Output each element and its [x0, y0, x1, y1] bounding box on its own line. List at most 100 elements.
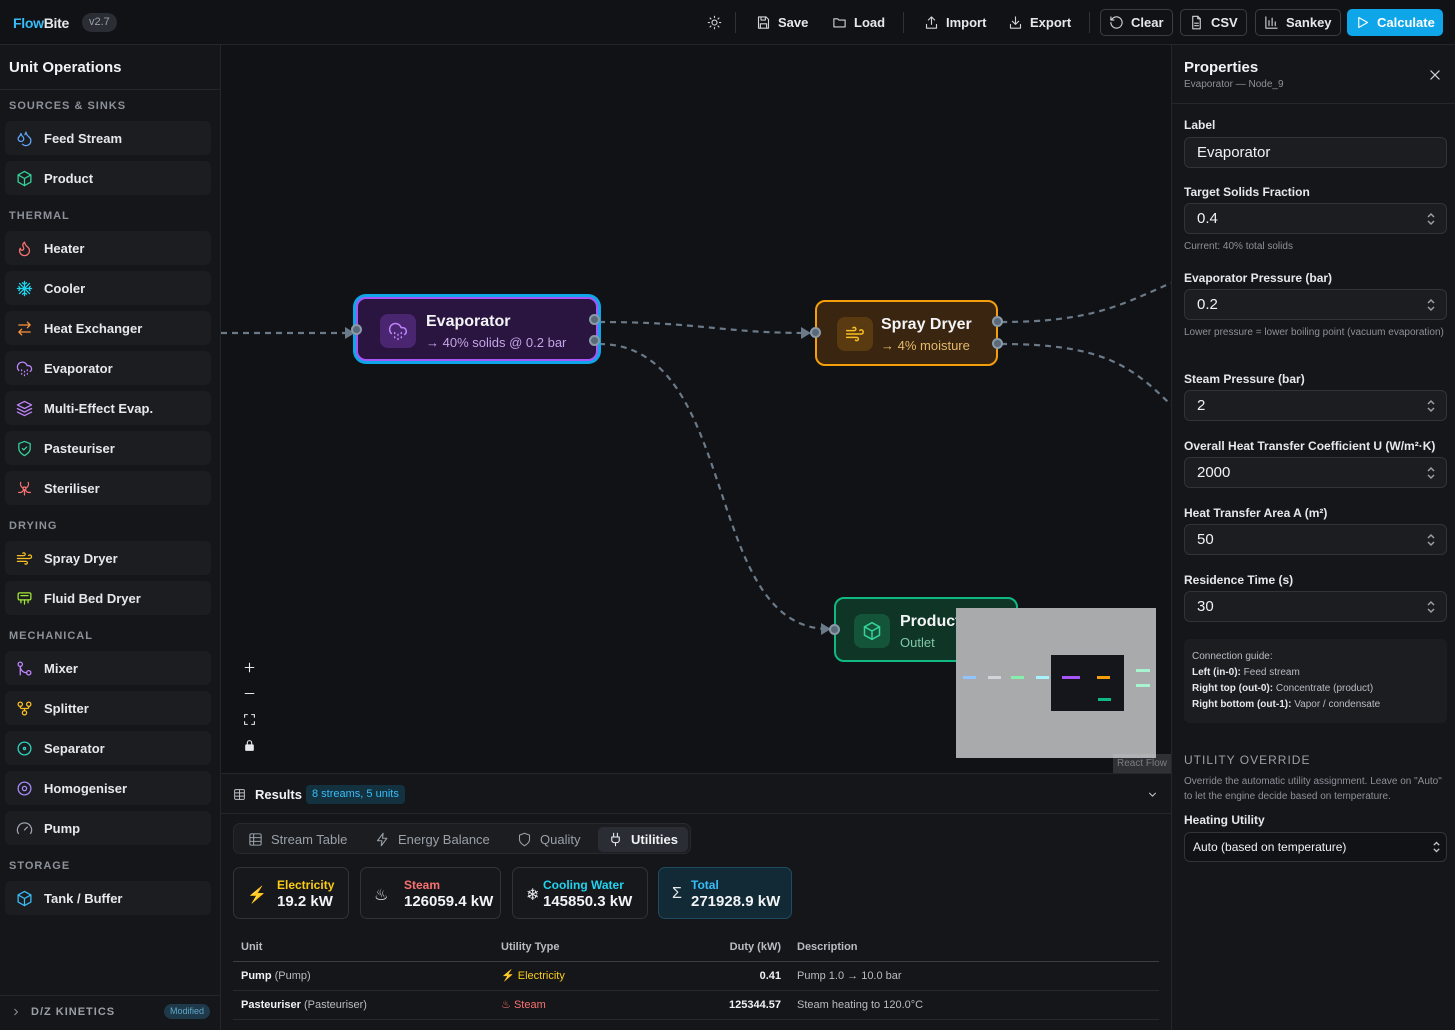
circle-dot-icon — [17, 740, 32, 756]
sun-icon — [707, 15, 722, 30]
save-icon — [757, 16, 770, 29]
tab-quality[interactable]: Quality — [507, 827, 590, 852]
spinner[interactable] — [1426, 465, 1436, 481]
react-flow-attribution[interactable]: React Flow — [1113, 754, 1171, 773]
handle-out-0[interactable] — [589, 314, 600, 325]
sidebar-item-homogeniser[interactable]: Homogeniser — [5, 771, 211, 805]
category-sources: SOURCES & SINKS — [9, 100, 127, 112]
zap-icon: ⚡ — [247, 887, 267, 904]
results-tabs: Stream Table Energy Balance Quality Util… — [233, 823, 691, 854]
spinner[interactable] — [1426, 297, 1436, 313]
sidebar-item-evaporator[interactable]: Evaporator — [5, 351, 211, 385]
lock-icon — [245, 739, 254, 751]
node-product[interactable]: Product Outlet — [829, 597, 1018, 662]
sankey-button[interactable]: Sankey — [1255, 9, 1341, 36]
close-icon[interactable] — [1428, 68, 1442, 82]
fullscreen-icon — [244, 713, 255, 725]
zoom-controls — [236, 654, 263, 758]
handle-out-0[interactable] — [992, 316, 1003, 327]
card-total: Σ Total 271928.9 kW — [658, 867, 792, 919]
tab-stream-table[interactable]: Stream Table — [238, 827, 357, 852]
droplets-icon — [17, 130, 32, 146]
spinner[interactable] — [1426, 398, 1436, 414]
steam-pressure-input[interactable] — [1184, 390, 1447, 421]
tab-utilities[interactable]: Utilities — [598, 827, 688, 852]
theme-toggle-button[interactable] — [699, 9, 730, 36]
spinner[interactable] — [1426, 532, 1436, 548]
import-button[interactable]: Import — [916, 9, 994, 36]
play-icon — [1358, 16, 1369, 29]
sidebar-item-pump[interactable]: Pump — [5, 811, 211, 845]
package-icon — [863, 621, 881, 641]
chevrons-up-down-icon — [1427, 399, 1435, 413]
flame-icon — [18, 240, 31, 256]
sidebar-item-mixer[interactable]: Mixer — [5, 651, 211, 685]
dz-kinetics-toggle[interactable]: D/Z KINETICS Modified — [0, 995, 221, 1030]
handle-in-0[interactable] — [351, 324, 362, 335]
sidebar-item-multi-effect[interactable]: Multi-Effect Evap. — [5, 391, 211, 425]
chevrons-up-down-icon — [1427, 212, 1435, 226]
chevron-down-icon[interactable] — [1146, 788, 1159, 801]
flow-canvas[interactable]: Evaporator → 40% solids @ 0.2 bar Spray … — [221, 45, 1171, 773]
sidebar-item-heater[interactable]: Heater — [5, 231, 211, 265]
card-steam: ♨ Steam 126059.4 kW — [360, 867, 501, 919]
snowflake-icon — [16, 280, 33, 296]
chevrons-up-down-icon — [1427, 466, 1435, 480]
shield-icon — [518, 832, 531, 847]
category-thermal: THERMAL — [9, 210, 70, 222]
results-header[interactable]: Results 8 streams, 5 units — [221, 774, 1171, 814]
spinner[interactable] — [1426, 211, 1436, 227]
spinner[interactable] — [1426, 599, 1436, 615]
sidebar-item-splitter[interactable]: Splitter — [5, 691, 211, 725]
package-icon — [17, 170, 32, 186]
sidebar-item-heat-exchanger[interactable]: Heat Exchanger — [5, 311, 211, 345]
bar-chart-icon — [1265, 16, 1278, 29]
residence-time-input[interactable] — [1184, 591, 1447, 622]
zoom-out-button[interactable] — [236, 680, 263, 706]
sidebar-item-spray-dryer[interactable]: Spray Dryer — [5, 541, 211, 575]
steam-icon: ♨ — [501, 999, 511, 1011]
handle-in-0[interactable] — [810, 327, 821, 338]
area-input[interactable] — [1184, 524, 1447, 555]
export-button[interactable]: Export — [1000, 9, 1079, 36]
u-coefficient-input[interactable] — [1184, 457, 1447, 488]
folder-icon — [833, 18, 846, 28]
handle-out-1[interactable] — [589, 335, 600, 346]
sidebar-item-feed-stream[interactable]: Feed Stream — [5, 121, 211, 155]
solids-fraction-input[interactable] — [1184, 203, 1447, 234]
sidebar-item-cooler[interactable]: Cooler — [5, 271, 211, 305]
sidebar-item-fluid-bed[interactable]: Fluid Bed Dryer — [5, 581, 211, 615]
unit-operations-sidebar: Unit Operations SOURCES & SINKS Feed Str… — [0, 45, 221, 1030]
node-evaporator[interactable]: Evaporator → 40% solids @ 0.2 bar — [351, 297, 600, 361]
evaporator-pressure-input[interactable] — [1184, 289, 1447, 320]
box-icon — [17, 890, 32, 906]
sidebar-item-product[interactable]: Product — [5, 161, 211, 195]
zoom-in-button[interactable] — [236, 654, 263, 680]
sidebar-item-pasteuriser[interactable]: Pasteuriser — [5, 431, 211, 465]
handle-in-0[interactable] — [829, 624, 840, 635]
node-icon — [854, 614, 890, 648]
tab-energy-balance[interactable]: Energy Balance — [365, 827, 500, 852]
lock-button[interactable] — [236, 732, 263, 758]
sidebar-item-separator[interactable]: Separator — [5, 731, 211, 765]
sidebar-item-steriliser[interactable]: Steriliser — [5, 471, 211, 505]
save-button[interactable]: Save — [748, 9, 816, 36]
calculate-button[interactable]: Calculate — [1347, 9, 1443, 36]
label-input[interactable] — [1184, 137, 1447, 168]
gauge-icon — [16, 821, 33, 834]
edge-evaporator-spray — [598, 320, 810, 335]
handle-out-1[interactable] — [992, 338, 1003, 349]
upload-icon — [925, 16, 938, 29]
clear-button[interactable]: Clear — [1100, 9, 1173, 36]
edges-layer — [221, 281, 1171, 635]
card-electricity: ⚡ Electricity 19.2 kW — [233, 867, 349, 919]
load-button[interactable]: Load — [824, 9, 893, 36]
table-row: Pasteuriser (Pasteuriser) ♨ Steam 125344… — [233, 990, 1159, 1020]
rotate-ccw-icon — [1110, 16, 1123, 29]
sidebar-item-tank[interactable]: Tank / Buffer — [5, 881, 211, 915]
heating-utility-select[interactable]: Auto (based on temperature) — [1184, 832, 1447, 862]
node-spray-dryer[interactable]: Spray Dryer → 4% moisture — [810, 300, 1003, 366]
minimap[interactable] — [956, 608, 1156, 758]
csv-button[interactable]: CSV — [1180, 9, 1247, 36]
fit-view-button[interactable] — [236, 706, 263, 732]
